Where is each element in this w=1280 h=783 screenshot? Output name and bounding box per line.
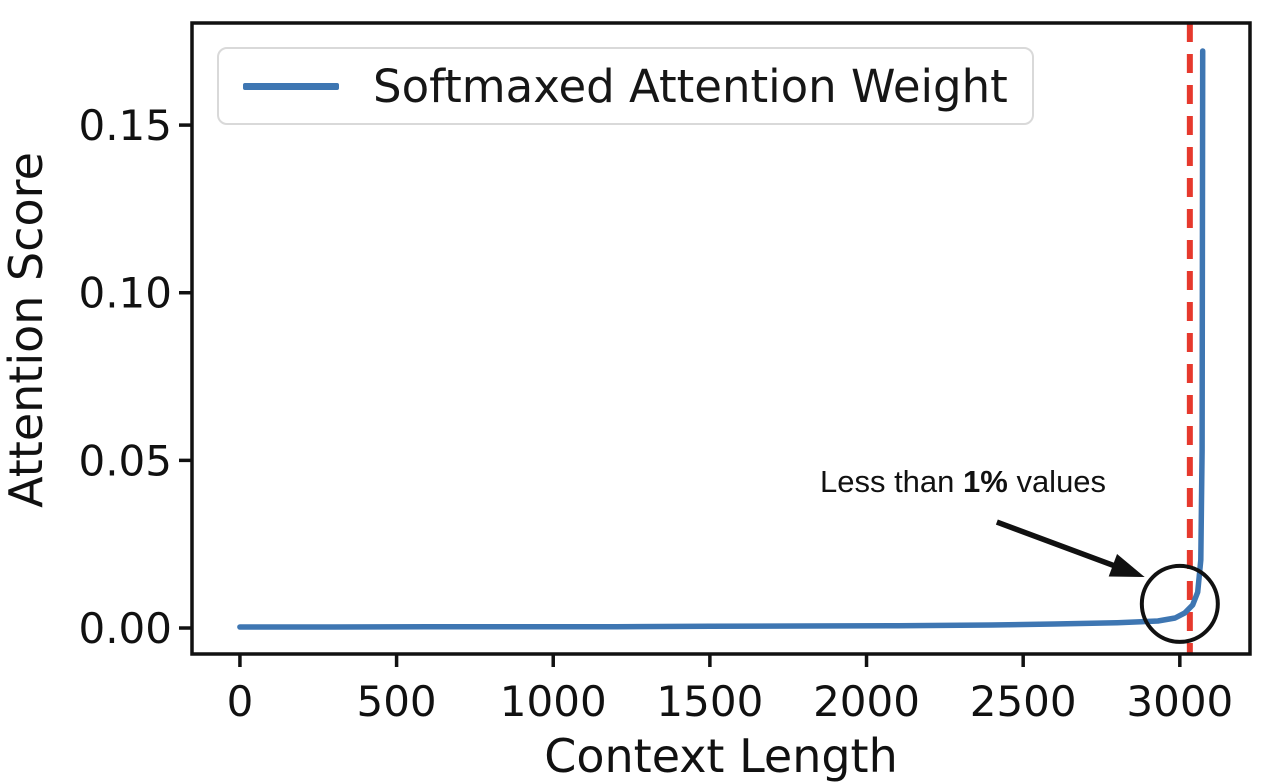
x-tick-label: 2000 bbox=[813, 677, 920, 726]
legend: Softmaxed Attention Weight bbox=[217, 47, 1034, 125]
x-tick-label: 3000 bbox=[1126, 677, 1233, 726]
x-tick-label: 0 bbox=[227, 677, 254, 726]
y-tick-label: 0.05 bbox=[78, 436, 172, 485]
y-tick-label: 0.10 bbox=[78, 269, 172, 318]
plot-border bbox=[190, 21, 1252, 656]
legend-label: Softmaxed Attention Weight bbox=[373, 59, 1008, 113]
y-axis-label: Attention Score bbox=[0, 152, 53, 508]
annotation-arrow bbox=[995, 519, 1120, 570]
y-tick-label: 0.15 bbox=[78, 101, 172, 150]
y-tick-label: 0.00 bbox=[78, 604, 172, 653]
series-line-softmaxed-attention bbox=[237, 48, 1206, 630]
x-axis-ticks: 0 500 1000 1500 2000 2500 3000 bbox=[227, 654, 1233, 726]
x-tick-label: 1000 bbox=[500, 677, 607, 726]
x-tick-label: 2500 bbox=[970, 677, 1077, 726]
annotation-circle bbox=[1139, 563, 1220, 644]
x-tick-label: 500 bbox=[356, 677, 436, 726]
annotation-text: Less than 1% values bbox=[820, 464, 1106, 499]
annotation-arrowhead-icon bbox=[1108, 553, 1145, 578]
legend-line-swatch bbox=[243, 82, 339, 90]
x-tick-label: 1500 bbox=[656, 677, 763, 726]
x-axis-label: Context Length bbox=[544, 729, 898, 783]
y-axis-ticks: 0.00 0.05 0.10 0.15 bbox=[78, 101, 192, 653]
